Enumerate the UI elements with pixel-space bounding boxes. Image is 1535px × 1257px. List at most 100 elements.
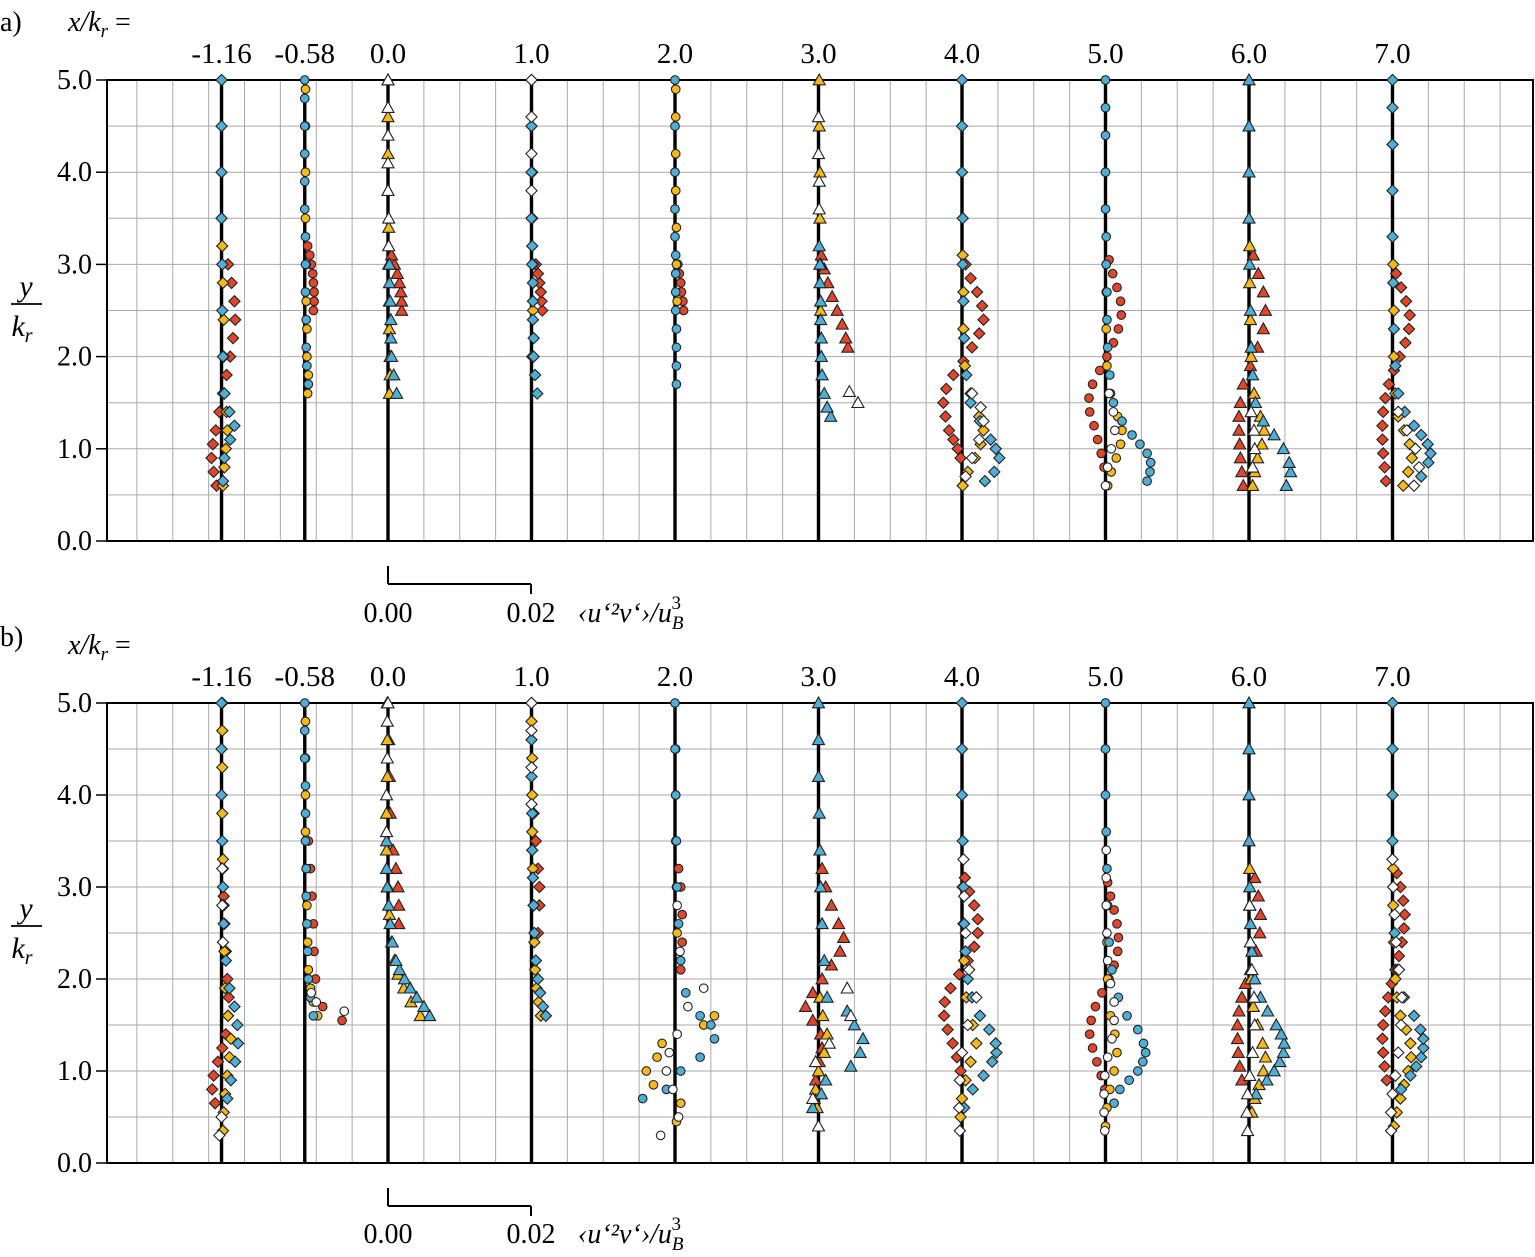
data-point-triangle	[1247, 1017, 1262, 1031]
data-point-diamond	[955, 73, 969, 87]
data-point-triangle	[813, 165, 827, 178]
data-point-circle	[1102, 351, 1112, 362]
data-point-diamond	[529, 834, 543, 848]
station-label: 6.0	[1231, 38, 1267, 70]
data-point-diamond	[205, 451, 218, 465]
data-point-triangle	[381, 695, 395, 709]
data-point-diamond	[526, 294, 540, 308]
y-axis-ticks: 0.0 1.0 2.0 3.0 4.0 5.0	[57, 688, 107, 1179]
data-point-diamond	[1386, 834, 1399, 848]
data-point-triangle	[409, 990, 424, 1003]
data-point-triangle	[1240, 1086, 1255, 1100]
data-point-diamond	[216, 880, 230, 894]
data-point-circle	[303, 370, 314, 380]
data-point-circle	[678, 305, 689, 316]
data-point-triangle	[811, 769, 826, 782]
data-point-circle	[1140, 1047, 1151, 1058]
data-point-circle	[1114, 1084, 1125, 1095]
data-point-diamond	[228, 313, 242, 327]
data-point-triangle	[805, 1100, 820, 1114]
station-label: 2.0	[657, 38, 693, 70]
data-point-circle	[709, 1033, 720, 1044]
station-label: 7.0	[1374, 38, 1410, 70]
station-label: -0.58	[275, 38, 335, 70]
data-point-triangle	[805, 1013, 820, 1026]
data-point-diamond	[1414, 428, 1428, 442]
data-point-diamond	[526, 871, 540, 885]
data-point-circle	[302, 324, 312, 334]
y-tick-label: 5.0	[57, 65, 92, 96]
header-x-over-kr: x/kr =	[67, 630, 131, 665]
data-point-triangle	[386, 367, 401, 381]
data-markers	[205, 72, 1437, 493]
data-point-triangle	[1231, 1045, 1246, 1058]
data-point-diamond	[531, 972, 545, 986]
data-point-diamond	[215, 239, 229, 253]
data-point-diamond	[989, 1037, 1003, 1050]
station-label: 6.0	[1231, 661, 1267, 693]
data-point-circle	[1109, 1015, 1119, 1026]
y-axis-ticks: 0.0 1.0 2.0 3.0 4.0 5.0	[57, 65, 107, 557]
data-point-triangle	[1252, 925, 1267, 939]
data-point-diamond	[525, 73, 538, 87]
data-point-circle	[667, 1084, 678, 1095]
data-point-triangle	[1242, 257, 1257, 270]
data-point-diamond	[216, 935, 230, 949]
data-point-diamond	[215, 788, 228, 802]
data-point-circle	[1102, 314, 1112, 325]
data-point-diamond	[982, 1023, 996, 1036]
y-tick-label: 3.0	[57, 249, 92, 280]
data-point-triangle	[1279, 478, 1294, 492]
data-point-diamond	[959, 926, 972, 940]
data-point-circle	[299, 753, 310, 764]
data-point-circle	[1092, 434, 1103, 445]
data-point-triangle	[813, 294, 828, 307]
data-point-triangle	[814, 1086, 829, 1100]
data-point-circle	[299, 176, 310, 187]
data-point-diamond	[970, 285, 984, 299]
data-point-diamond	[527, 331, 541, 345]
data-point-diamond	[1386, 853, 1399, 866]
data-point-triangle	[383, 916, 398, 930]
data-point-triangle	[814, 331, 829, 344]
data-point-diamond	[533, 880, 546, 894]
data-point-triangle	[811, 109, 826, 123]
data-point-diamond	[1376, 447, 1390, 460]
data-point-diamond	[936, 396, 950, 410]
data-point-diamond	[1424, 447, 1437, 460]
data-point-circle	[308, 277, 319, 288]
data-point-circle	[673, 1112, 684, 1122]
data-point-circle	[299, 121, 310, 131]
data-point-circle	[1100, 167, 1111, 178]
data-point-diamond	[1391, 387, 1405, 400]
data-point-circle	[1106, 443, 1117, 454]
data-point-circle	[1099, 1107, 1109, 1118]
data-point-diamond	[956, 211, 970, 225]
station-label: 1.0	[513, 661, 549, 693]
data-point-circle	[299, 698, 310, 708]
data-point-circle	[670, 167, 680, 178]
data-point-triangle	[379, 824, 394, 838]
panel-label: a)	[0, 7, 22, 38]
data-point-diamond	[1386, 230, 1399, 244]
data-point-circle	[299, 204, 310, 214]
data-point-circle	[300, 836, 311, 846]
data-point-circle	[303, 379, 314, 390]
data-point-circle	[672, 900, 683, 911]
data-point-triangle	[856, 1031, 870, 1045]
data-point-circle	[1142, 476, 1152, 486]
data-point-circle	[671, 342, 682, 353]
data-point-circle	[1084, 407, 1095, 417]
data-point-diamond	[1412, 460, 1426, 474]
data-point-triangle	[830, 303, 845, 316]
data-point-diamond	[972, 433, 986, 446]
data-point-triangle	[1242, 165, 1256, 178]
data-point-circle	[302, 360, 312, 371]
data-point-diamond	[215, 119, 228, 133]
data-point-circle	[637, 1093, 648, 1104]
data-point-circle	[1112, 282, 1122, 293]
data-point-circle	[1104, 937, 1114, 948]
data-point-diamond	[946, 1037, 960, 1050]
data-point-circle	[299, 148, 310, 159]
data-point-triangle	[1245, 367, 1260, 381]
